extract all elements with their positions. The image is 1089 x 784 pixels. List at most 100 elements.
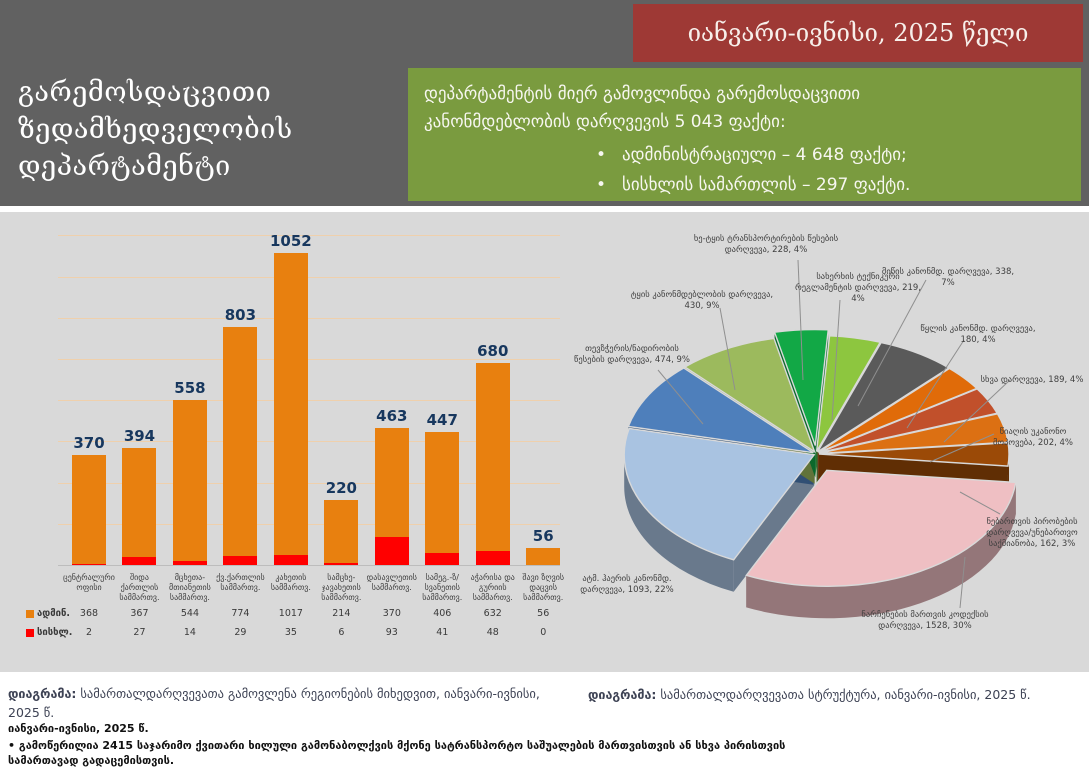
pie-leader-line [657,369,704,425]
pie-slice-label: ტყის კანონმდებლობის დარღვევა, 430, 9% [630,290,774,312]
bar-segment-admin [374,428,409,537]
footnote-body: • გამოწერილია 2415 საჯარიმო ქვითარი ხილუ… [8,739,786,767]
value-cell-criminal: 35 [284,627,297,638]
grid-line [58,277,560,278]
summary-bullet-text: ადმინისტრაციული – 4 648 ფაქტი; [622,145,907,165]
pie-slice-label: ატმ. ჰაერის კანონმდ. დარღვევა, 1093, 22% [580,574,674,596]
value-cell-criminal: 27 [133,627,146,638]
grid-line [58,318,560,319]
category-label: სამეგ.-ზ/სვანეთის სამმართვ. [422,573,463,602]
legend-swatch [26,629,34,637]
pie-3d-svg [623,259,1017,619]
title-line: გარემოსდაცვითი [18,77,272,108]
bar-segment-criminal [324,563,359,565]
pie-slice [623,427,816,561]
title-line: დეპარტამენტი [18,151,231,182]
category-label: შიდა ქართლის სამმართვ. [119,573,160,602]
pie-slice-label: სახერხის ტექნიკური რეგლამენტის დარღვევა,… [794,272,922,305]
bullet-icon: • [596,175,607,195]
value-cell-admin: 1017 [278,608,303,619]
bar-segment-admin [324,500,359,563]
pie-leader-line [831,299,841,421]
summary-intro-line: დეპარტამენტის მიერ გამოვლინდა გარემოსდაც… [424,84,861,104]
grid-line [58,524,560,525]
pie-leader-line [959,491,1001,515]
value-cell-admin: 370 [382,608,401,619]
value-cell-criminal: 6 [338,627,345,638]
caption-prefix: დიაგრამა: [8,686,77,701]
legend-swatch [26,610,34,618]
caption-text: სამართალდარღვევათა სტრუქტურა, იანვარი-ივ… [656,687,1031,702]
page-title: გარემოსდაცვითი ზედამხედველობის დეპარტამე… [18,74,293,185]
value-cell-admin: 368 [79,608,99,619]
grid-line [58,483,560,484]
title-line: ზედამხედველობის [18,114,293,145]
category-label: შავი ზღვის დაცვის სამმართვ. [522,573,565,602]
bar-segment-criminal [122,557,157,565]
value-cell-admin: 774 [231,608,250,619]
value-cell-admin: 214 [332,608,351,619]
grid-line [58,359,560,360]
bar-segment-admin [475,363,510,551]
pie-slice [683,337,816,454]
pie-slice [815,335,882,452]
category-label: დასავლეთის სამმართვ. [366,573,417,592]
bar-total-label: 447 [426,411,458,429]
pie-leader-line [943,379,1011,443]
summary-bullet-text: სისხლის სამართლის – 297 ფაქტი. [622,175,911,195]
footnote: იანვარი-ივნისი, 2025 წ. • გამოწერილია 24… [8,722,823,768]
bar-segment-criminal [172,561,207,565]
summary-bullet: • ადმინისტრაციული – 4 648 ფაქტი; [596,144,1065,166]
value-cell-admin: 544 [180,608,199,619]
bar-segment-criminal [223,556,258,565]
value-cell-admin: 56 [537,608,550,619]
pie-slice-label: ნარჩენების მართვის კოდექსის დარღვევა, 15… [861,610,989,632]
pie-slice-label: წყლის კანონმდ. დარღვევა, 180, 4% [920,324,1036,346]
pie-leader-line [857,279,927,407]
bullet-icon: • [596,145,607,165]
bar-total-label: 370 [73,434,105,452]
category-label: კახეთის სამმართვ. [270,573,311,592]
value-cell-criminal: 14 [183,627,196,638]
value-cell-admin: 632 [483,608,502,619]
pie-leader-line [719,307,736,391]
category-label: ქვ.ქართლის სამმართვ. [216,573,265,592]
category-label: აჭარისა და გურიის სამმართვ. [470,573,515,602]
bar-total-label: 220 [325,479,357,497]
bar-total-label: 463 [376,407,408,425]
pie-slice-label: მიწის კანონმდ. დარღვევა, 338, 7% [881,267,1015,289]
bar-total-label: 394 [123,427,156,445]
pie-slice [745,469,1017,587]
bar-segment-admin [223,327,258,556]
value-cell-criminal: 93 [385,627,398,638]
caption-text: სამართალდარღვევათა გამოვლენა რეგიონების … [8,686,540,720]
category-label: ცენტრალური ოფისი [63,573,115,592]
pie-slice-label: ნებართვის პირობების დარღვევა/უნებართვო ს… [986,517,1078,550]
bar-total-label: 558 [174,379,206,397]
bar-total-label: 56 [532,527,554,545]
summary-bullet: • სისხლის სამართლის – 297 ფაქტი. [596,174,1065,196]
period-banner-label: იანვარი-ივნისი, 2025 წელი [687,19,1029,47]
bar-total-label: 1052 [270,232,312,250]
bar-segment-criminal [72,564,106,565]
pie-slice-side [746,482,1016,619]
pie-slice-label: თევზჭერის/ნადირობის წესების დარღვევა, 47… [574,344,690,366]
chart-band: 370 ცენტრალური ოფისი 368 2 394 შიდა ქართლის ს… [0,212,1089,672]
value-cell-criminal: 29 [234,627,247,638]
grid-line [58,441,560,442]
pie-slice-label: წიაღის უკანონო მოპოვება, 202, 4% [992,427,1074,449]
summary-box: დეპარტამენტის მიერ გამოვლინდა გარემოსდაც… [408,68,1081,201]
value-cell-admin: 367 [130,608,149,619]
bar-segment-admin [72,455,106,564]
bar-segment-admin [526,548,561,565]
period-banner: იანვარი-ივნისი, 2025 წელი [633,4,1083,62]
legend-label: სისხლ. [37,627,73,638]
bar-segment-criminal [273,555,308,565]
summary-intro-line: კანონმდებლობის დარღვევის 5 043 ფაქტი: [424,112,786,132]
bar-segment-admin [425,432,460,553]
bar-segment-criminal [475,551,510,565]
bar-chart-caption: დიაგრამა: სამართალდარღვევათა გამოვლენა რ… [8,684,553,722]
bar-segment-criminal [374,537,409,565]
bar-chart: 370 ცენტრალური ოფისი 368 2 394 შიდა ქართლის ს… [10,218,570,668]
